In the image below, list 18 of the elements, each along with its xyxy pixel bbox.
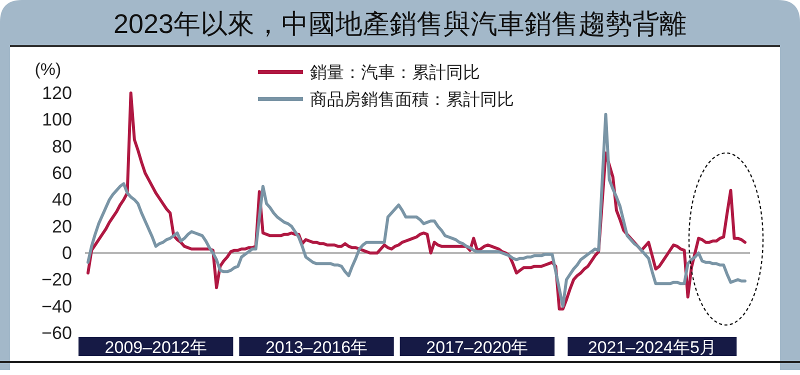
x-tick-label: 2021–2024年5月	[588, 338, 716, 357]
y-tick-label: 60	[52, 163, 72, 183]
y-tick-label: −60	[41, 323, 72, 343]
y-tick-label: −20	[41, 270, 72, 290]
y-tick-label: 100	[42, 110, 72, 130]
y-tick-label: 0	[62, 243, 72, 263]
x-tick-label: 2017–2020年	[426, 338, 528, 357]
x-tick-label: 2013–2016年	[265, 338, 368, 357]
x-tick-label: 2009–2012年	[104, 338, 207, 357]
legend-label: 商品房銷售面積：累計同比	[310, 90, 514, 109]
y-tick-label: 120	[42, 83, 72, 103]
y-tick-label: 20	[52, 216, 72, 236]
legend-label: 銷量：汽車：累計同比	[310, 63, 480, 82]
y-axis-title: (%)	[34, 60, 62, 79]
chart-title: 2023年以來，中國地產銷售與汽車銷售趨勢背離	[113, 9, 687, 39]
y-tick-label: 40	[52, 190, 72, 210]
y-tick-label: 80	[52, 136, 72, 156]
y-tick-label: −40	[41, 296, 72, 316]
